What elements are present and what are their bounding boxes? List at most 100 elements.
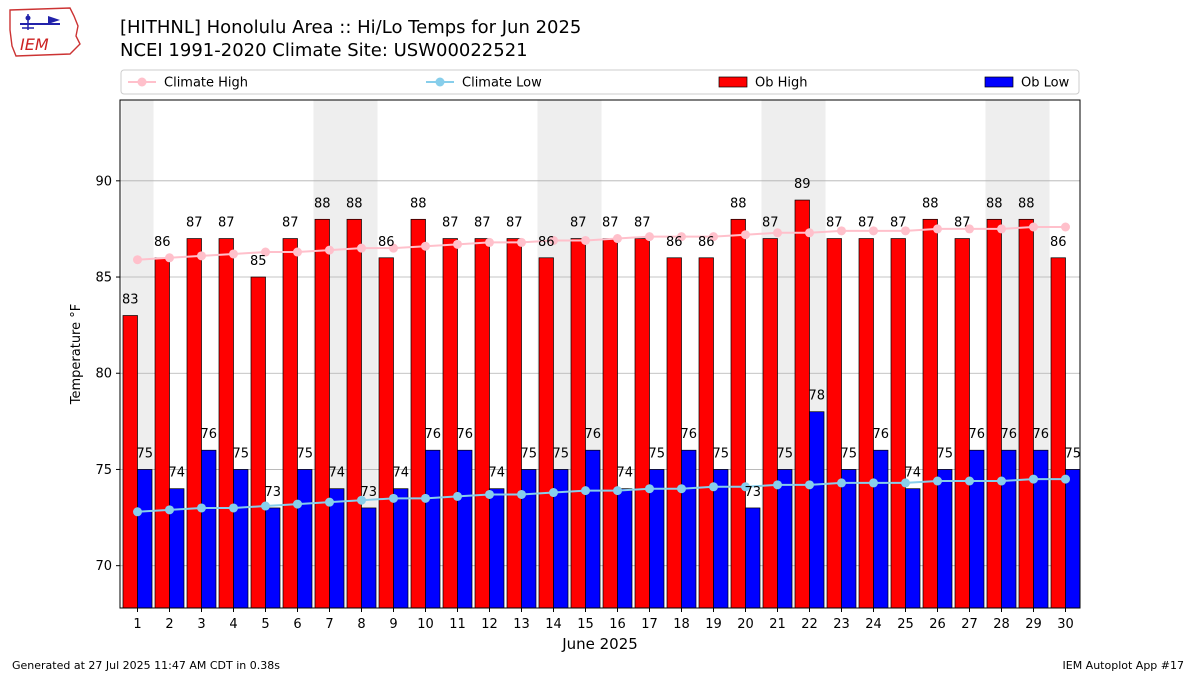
climate-high-point-14 bbox=[549, 235, 558, 245]
x-tick-label-11: 11 bbox=[449, 617, 466, 632]
legend-climate-high-label: Climate High bbox=[164, 76, 248, 91]
climate-low-point-27 bbox=[965, 476, 974, 486]
climate-high-point-21 bbox=[773, 228, 782, 238]
ob-high-bar-13 bbox=[506, 238, 522, 609]
ob-low-label-6: 75 bbox=[296, 446, 313, 461]
ob-high-bar-15 bbox=[570, 238, 586, 609]
ob-low-label-18: 76 bbox=[680, 427, 697, 442]
climate-high-point-15 bbox=[581, 235, 590, 245]
ob-high-label-22: 89 bbox=[794, 177, 811, 192]
ob-low-label-15: 76 bbox=[584, 427, 601, 442]
ob-low-label-14: 75 bbox=[552, 446, 569, 461]
climate-low-point-15 bbox=[581, 486, 590, 496]
x-tick-label-5: 5 bbox=[261, 617, 269, 632]
climate-high-point-30 bbox=[1061, 222, 1070, 232]
x-tick-label-2: 2 bbox=[165, 617, 173, 632]
ob-high-bar-18 bbox=[666, 257, 682, 609]
climate-low-point-9 bbox=[389, 493, 398, 503]
ob-low-label-17: 75 bbox=[648, 446, 665, 461]
ob-high-label-27: 87 bbox=[954, 216, 971, 231]
ob-high-bar-21 bbox=[762, 238, 778, 609]
ob-high-label-26: 88 bbox=[922, 196, 939, 211]
ob-low-bar-13 bbox=[521, 469, 537, 609]
climate-low-point-30 bbox=[1061, 474, 1070, 484]
climate-low-point-26 bbox=[933, 476, 942, 486]
ob-high-bar-6 bbox=[282, 238, 298, 609]
x-tick-label-15: 15 bbox=[577, 617, 594, 632]
ob-high-label-14: 86 bbox=[538, 235, 555, 250]
x-tick-label-29: 29 bbox=[1025, 617, 1042, 632]
ob-high-label-24: 87 bbox=[858, 216, 875, 231]
ob-high-label-30: 86 bbox=[1050, 235, 1067, 250]
ob-high-label-29: 88 bbox=[1018, 196, 1035, 211]
climate-low-point-22 bbox=[805, 480, 814, 490]
y-tick-label-75: 75 bbox=[95, 463, 112, 478]
climate-low-point-20 bbox=[741, 482, 750, 492]
climate-low-point-21 bbox=[773, 480, 782, 490]
climate-high-point-18 bbox=[677, 232, 686, 242]
ob-high-label-10: 88 bbox=[410, 196, 427, 211]
climate-high-point-27 bbox=[965, 224, 974, 234]
ob-low-bar-21 bbox=[777, 469, 793, 609]
chart-subtitle: NCEI 1991-2020 Climate Site: USW00022521 bbox=[120, 40, 528, 61]
x-tick-label-6: 6 bbox=[293, 617, 301, 632]
climate-low-point-6 bbox=[293, 499, 302, 509]
climate-high-point-9 bbox=[389, 243, 398, 253]
legend-climate-low-label: Climate Low bbox=[462, 76, 542, 91]
ob-low-bar-18 bbox=[681, 449, 697, 609]
ob-low-label-2: 74 bbox=[168, 466, 185, 481]
y-axis-label: Temperature °F bbox=[69, 304, 84, 405]
climate-low-point-16 bbox=[613, 486, 622, 496]
ob-high-label-5: 85 bbox=[250, 254, 267, 269]
climate-high-point-25 bbox=[901, 226, 910, 236]
ob-high-label-19: 86 bbox=[698, 235, 715, 250]
ob-high-label-2: 86 bbox=[154, 235, 171, 250]
ob-low-bar-29 bbox=[1033, 449, 1049, 609]
ob-high-bar-24 bbox=[858, 238, 874, 609]
ob-low-bar-28 bbox=[1001, 449, 1017, 609]
ob-high-bar-27 bbox=[954, 238, 970, 609]
ob-low-label-28: 76 bbox=[1000, 427, 1017, 442]
ob-low-bar-3 bbox=[201, 449, 217, 609]
ob-low-label-5: 73 bbox=[264, 485, 281, 500]
ob-low-bar-30 bbox=[1065, 469, 1081, 609]
ob-high-bar-22 bbox=[794, 199, 810, 609]
ob-high-bar-5 bbox=[250, 276, 266, 609]
climate-high-point-11 bbox=[453, 239, 462, 249]
ob-high-bar-25 bbox=[890, 238, 906, 609]
ob-low-bar-25 bbox=[905, 488, 921, 609]
ob-high-label-20: 88 bbox=[730, 196, 747, 211]
climate-low-point-19 bbox=[709, 482, 718, 492]
ob-low-bar-5 bbox=[265, 507, 281, 609]
ob-high-bar-2 bbox=[154, 257, 170, 609]
ob-low-label-3: 76 bbox=[200, 427, 217, 442]
ob-high-bar-12 bbox=[474, 238, 490, 609]
legend-box bbox=[120, 69, 1080, 95]
ob-high-bar-14 bbox=[538, 257, 554, 609]
ob-low-bar-1 bbox=[137, 469, 153, 609]
climate-low-point-5 bbox=[261, 501, 270, 511]
climate-low-point-13 bbox=[517, 489, 526, 499]
climate-high-point-4 bbox=[229, 249, 238, 259]
climate-high-point-24 bbox=[869, 226, 878, 236]
climate-low-point-23 bbox=[837, 478, 846, 488]
x-tick-label-19: 19 bbox=[705, 617, 722, 632]
y-tick-label-85: 85 bbox=[95, 271, 112, 286]
x-axis-label: June 2025 bbox=[561, 635, 638, 653]
climate-low-point-10 bbox=[421, 493, 430, 503]
climate-low-point-25 bbox=[901, 478, 910, 488]
ob-low-bar-8 bbox=[361, 507, 377, 609]
ob-low-label-1: 75 bbox=[136, 446, 153, 461]
ob-low-label-26: 75 bbox=[936, 446, 953, 461]
generated-timestamp: Generated at 27 Jul 2025 11:47 AM CDT in… bbox=[12, 659, 280, 672]
climate-high-point-17 bbox=[645, 232, 654, 242]
ob-high-bar-8 bbox=[346, 218, 362, 609]
x-tick-label-20: 20 bbox=[737, 617, 754, 632]
ob-high-label-11: 87 bbox=[442, 216, 459, 231]
ob-high-label-3: 87 bbox=[186, 216, 203, 231]
chart-title: [HITHNL] Honolulu Area :: Hi/Lo Temps fo… bbox=[120, 17, 582, 38]
x-tick-label-27: 27 bbox=[961, 617, 978, 632]
climate-high-point-8 bbox=[357, 243, 366, 253]
legend-climate-low-marker bbox=[435, 77, 445, 87]
ob-low-bar-16 bbox=[617, 488, 633, 609]
